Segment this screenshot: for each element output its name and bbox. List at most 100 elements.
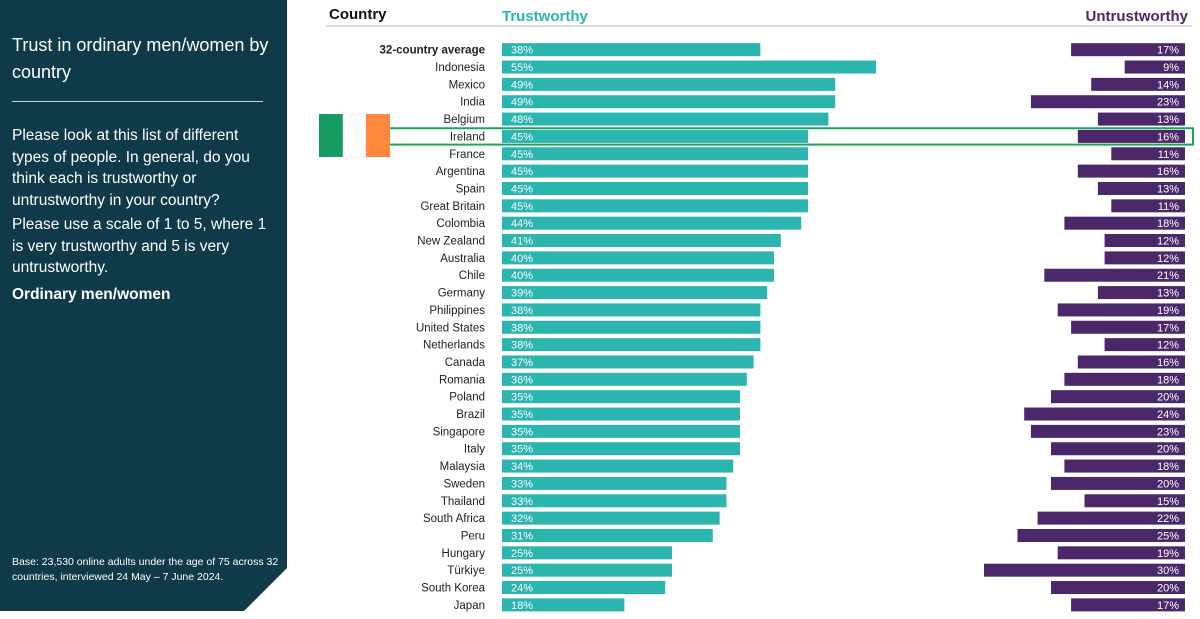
trustworthy-bar-peru — [502, 528, 713, 542]
trustworthy-value-netherlands: 38% — [511, 340, 533, 352]
untrustworthy-bar-great-britain — [1111, 199, 1185, 213]
untrustworthy-bar-mexico — [1091, 77, 1185, 91]
trustworthy-bar-south-africa — [502, 511, 720, 525]
untrustworthy-value-australia: 12% — [1157, 253, 1179, 265]
untrustworthy-value-t-rkiye: 30% — [1157, 565, 1179, 577]
country-label-india: India — [460, 97, 486, 109]
survey-subject: Ordinary men/women — [12, 286, 171, 303]
untrustworthy-value-sweden: 20% — [1157, 478, 1179, 490]
trustworthy-value-singapore: 35% — [511, 426, 533, 438]
untrustworthy-bar-spain — [1097, 181, 1185, 195]
untrustworthy-value-south-africa: 22% — [1157, 513, 1179, 525]
trustworthy-bar-canada — [502, 355, 754, 369]
trustworthy-bar-south-korea — [502, 581, 666, 595]
untrustworthy-value-malaysia: 18% — [1157, 461, 1179, 473]
survey-question: Please look at this list of different ty… — [12, 127, 250, 209]
country-label-romania: Romania — [439, 374, 486, 386]
untrustworthy-bar-romania — [1064, 372, 1185, 386]
trustworthy-value-great-britain: 45% — [511, 201, 533, 213]
trustworthy-value-spain: 45% — [511, 183, 533, 195]
trustworthy-bar-new-zealand — [502, 234, 781, 248]
untrustworthy-value-thailand: 15% — [1157, 496, 1179, 508]
untrustworthy-bar-argentina — [1077, 164, 1185, 178]
untrustworthy-value-chile: 21% — [1157, 270, 1179, 282]
untrustworthy-value-united-states: 17% — [1157, 322, 1179, 334]
untrustworthy-value-netherlands: 12% — [1157, 340, 1179, 352]
untrustworthy-bar-united-states — [1071, 320, 1185, 334]
untrustworthy-value-belgium: 13% — [1157, 114, 1179, 126]
country-label-france: France — [449, 149, 485, 161]
trustworthy-bar-argentina — [502, 164, 808, 178]
untrustworthy-value-32-country-average: 17% — [1157, 45, 1179, 57]
country-label-germany: Germany — [438, 288, 486, 300]
country-label-ireland: Ireland — [450, 131, 485, 143]
trustworthy-value-sweden: 33% — [511, 478, 533, 490]
trustworthy-value-france: 45% — [511, 149, 533, 161]
trustworthy-value-hungary: 25% — [511, 548, 533, 560]
trustworthy-bar-thailand — [502, 494, 727, 508]
country-label-italy: Italy — [464, 444, 485, 456]
trustworthy-bar-philippines — [502, 303, 761, 317]
untrustworthy-value-philippines: 19% — [1157, 305, 1179, 317]
untrustworthy-bar-chile — [1044, 268, 1185, 282]
untrustworthy-value-argentina: 16% — [1157, 166, 1179, 178]
country-label-japan: Japan — [454, 600, 485, 612]
untrustworthy-bar-canada — [1077, 355, 1185, 369]
untrustworthy-bar-germany — [1097, 286, 1185, 300]
untrustworthy-value-france: 11% — [1158, 149, 1179, 161]
country-label-belgium: Belgium — [443, 114, 485, 126]
trustworthy-bar-germany — [502, 286, 768, 300]
country-label-united-states: United States — [416, 322, 485, 334]
trustworthy-value-australia: 40% — [511, 253, 533, 265]
country-label-canada: Canada — [445, 357, 486, 369]
untrustworthy-value-canada: 16% — [1157, 357, 1179, 369]
trustworthy-value-malaysia: 34% — [511, 461, 533, 473]
trustworthy-value-india: 49% — [511, 97, 533, 109]
trustworthy-value-peru: 31% — [511, 530, 533, 542]
title-divider — [12, 101, 263, 102]
trustworthy-value-colombia: 44% — [511, 218, 533, 230]
country-label-thailand: Thailand — [441, 496, 485, 508]
trustworthy-bar-sweden — [502, 476, 727, 490]
country-label-singapore: Singapore — [433, 426, 485, 438]
trustworthy-bar-t-rkiye — [502, 563, 672, 577]
trustworthy-bar-hungary — [502, 546, 672, 560]
trustworthy-value-mexico: 49% — [511, 79, 533, 91]
trustworthy-value-brazil: 35% — [511, 409, 533, 421]
trustworthy-bar-spain — [502, 181, 808, 195]
untrustworthy-bar-japan — [1071, 598, 1185, 612]
untrustworthy-value-colombia: 18% — [1157, 218, 1179, 230]
untrustworthy-bar-thailand — [1084, 494, 1185, 508]
untrustworthy-value-japan: 17% — [1157, 600, 1179, 612]
country-label-32-country-average: 32-country average — [380, 45, 485, 57]
untrustworthy-value-italy: 20% — [1157, 444, 1179, 456]
trustworthy-bar-poland — [502, 390, 740, 404]
trustworthy-value-ireland: 45% — [511, 131, 533, 143]
trustworthy-value-germany: 39% — [511, 288, 533, 300]
trustworthy-value-new-zealand: 41% — [511, 236, 533, 248]
chart-rows: 32-country average 38% 17% Indonesia 55% 9% Me… — [380, 43, 1185, 612]
panel-title: Trust in ordinary men/women by country — [12, 35, 269, 82]
country-label-south-africa: South Africa — [423, 513, 486, 525]
trustworthy-bar-great-britain — [502, 199, 808, 213]
ireland-flag-icon — [319, 113, 390, 158]
trustworthy-value-south-africa: 32% — [511, 513, 533, 525]
country-label-australia: Australia — [440, 253, 485, 265]
untrustworthy-bar-brazil — [1024, 407, 1185, 421]
country-label-philippines: Philippines — [429, 305, 485, 317]
untrustworthy-bar-france — [1111, 147, 1185, 161]
untrustworthy-value-mexico: 14% — [1157, 79, 1179, 91]
untrustworthy-value-singapore: 23% — [1157, 426, 1179, 438]
trustworthy-value-argentina: 45% — [511, 166, 533, 178]
country-label-chile: Chile — [459, 270, 485, 282]
untrustworthy-bar-philippines — [1057, 303, 1185, 317]
untrustworthy-value-poland: 20% — [1157, 392, 1179, 404]
trustworthy-value-canada: 37% — [511, 357, 533, 369]
description-panel: Trust in ordinary men/women by country P… — [0, 0, 287, 611]
trustworthy-value-t-rkiye: 25% — [511, 565, 533, 577]
country-label-great-britain: Great Britain — [420, 201, 485, 213]
trustworthy-bar-malaysia — [502, 459, 734, 473]
country-label-south-korea: South Korea — [421, 583, 486, 595]
untrustworthy-value-romania: 18% — [1157, 374, 1179, 386]
untrustworthy-bar-indonesia — [1124, 60, 1185, 74]
